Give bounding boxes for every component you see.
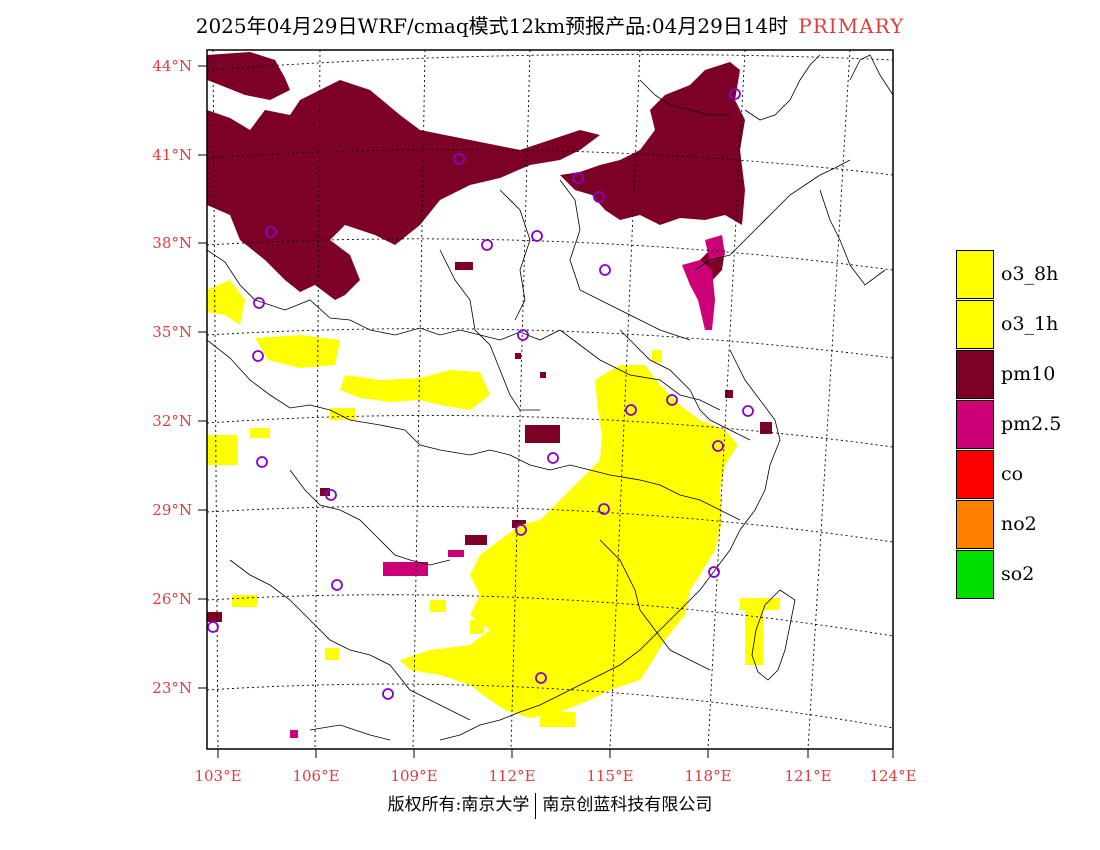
- legend-swatch: [956, 449, 994, 499]
- copyright-footer: 版权所有:南京大学 南京创蓝科技有限公司: [0, 790, 1100, 819]
- lon-label: 115°E: [586, 767, 633, 785]
- footer-right: 南京创蓝科技有限公司: [542, 795, 713, 815]
- circle-marker-icon: [535, 672, 547, 684]
- legend-label: no2: [1001, 513, 1037, 535]
- circle-marker-icon: [207, 621, 219, 633]
- circle-marker-icon: [742, 405, 754, 417]
- circle-marker-icon: [729, 88, 741, 100]
- circle-marker-icon: [547, 452, 559, 464]
- legend-item-so2: so2: [956, 549, 1078, 599]
- circle-marker-icon: [265, 226, 277, 238]
- o3-regions: [207, 280, 780, 727]
- legend-item-pm10: pm10: [956, 349, 1078, 399]
- lat-label: 26°N: [152, 590, 192, 608]
- lon-label: 112°E: [488, 767, 535, 785]
- lon-label: 118°E: [684, 767, 731, 785]
- circle-marker-icon: [481, 239, 493, 251]
- legend-swatch: [956, 349, 994, 399]
- lon-label: 106°E: [292, 767, 339, 785]
- legend: o3_8h o3_1h pm10 pm2.5 co no2 so2: [956, 249, 1078, 599]
- legend-item-co: co: [956, 449, 1078, 499]
- circle-marker-icon: [252, 350, 264, 362]
- circle-marker-icon: [331, 579, 343, 591]
- circle-marker-icon: [382, 688, 394, 700]
- legend-swatch: [956, 549, 994, 599]
- latitude-labels: 44°N 41°N 38°N 35°N 32°N 29°N 26°N 23°N: [152, 57, 192, 697]
- legend-swatch: [956, 249, 994, 299]
- circle-marker-icon: [625, 404, 637, 416]
- legend-swatch: [956, 299, 994, 349]
- footer-separator: [535, 792, 537, 819]
- legend-label: co: [1001, 463, 1024, 485]
- circle-marker-icon: [256, 456, 268, 468]
- legend-label: o3_8h: [1001, 263, 1059, 285]
- lon-ticks: [217, 749, 894, 758]
- lat-label: 32°N: [152, 412, 192, 430]
- lat-ticks: [198, 65, 207, 689]
- circle-marker-icon: [712, 440, 724, 452]
- longitude-labels: 103°E 106°E 109°E 112°E 115°E 118°E 121°…: [194, 767, 916, 785]
- circle-marker-icon: [517, 329, 529, 341]
- lat-label: 35°N: [152, 323, 192, 341]
- legend-swatch: [956, 399, 994, 449]
- legend-label: pm2.5: [1001, 413, 1062, 435]
- lon-label: 121°E: [784, 767, 831, 785]
- map-title: 2025年04月29日WRF/cmaq模式12km预报产品:04月29日14时 P…: [0, 10, 1100, 39]
- circle-marker-icon: [666, 394, 678, 406]
- circle-marker-icon: [325, 489, 337, 501]
- station-markers: [207, 88, 754, 700]
- pm25-regions: [290, 235, 725, 738]
- circle-marker-icon: [515, 524, 527, 536]
- legend-label: so2: [1001, 563, 1035, 585]
- legend-label: pm10: [1001, 363, 1056, 385]
- circle-marker-icon: [599, 264, 611, 276]
- footer-left: 版权所有:南京大学: [387, 795, 530, 815]
- circle-marker-icon: [531, 230, 543, 242]
- lat-label: 41°N: [152, 146, 192, 164]
- legend-item-o3-1h: o3_1h: [956, 299, 1078, 349]
- legend-item-o3-8h: o3_8h: [956, 249, 1078, 299]
- circle-marker-icon: [453, 153, 465, 165]
- circle-marker-icon: [572, 172, 584, 184]
- boundaries: [207, 54, 893, 741]
- lat-label: 29°N: [152, 501, 192, 519]
- circle-marker-icon: [708, 566, 720, 578]
- circle-marker-icon: [253, 297, 265, 309]
- lat-label: 38°N: [152, 234, 192, 252]
- title-text: 2025年04月29日WRF/cmaq模式12km预报产品:04月29日14时: [195, 14, 789, 38]
- lat-label: 44°N: [152, 57, 192, 75]
- lon-label: 109°E: [390, 767, 437, 785]
- legend-swatch: [956, 499, 994, 549]
- lon-label: 103°E: [194, 767, 241, 785]
- circle-marker-icon: [593, 191, 605, 203]
- lon-label: 124°E: [869, 767, 916, 785]
- primary-tag: PRIMARY: [798, 14, 905, 38]
- legend-item-no2: no2: [956, 499, 1078, 549]
- legend-item-pm25: pm2.5: [956, 399, 1078, 449]
- legend-label: o3_1h: [1001, 313, 1059, 335]
- circle-marker-icon: [598, 503, 610, 515]
- graticule: [207, 50, 893, 749]
- lat-label: 23°N: [152, 679, 192, 697]
